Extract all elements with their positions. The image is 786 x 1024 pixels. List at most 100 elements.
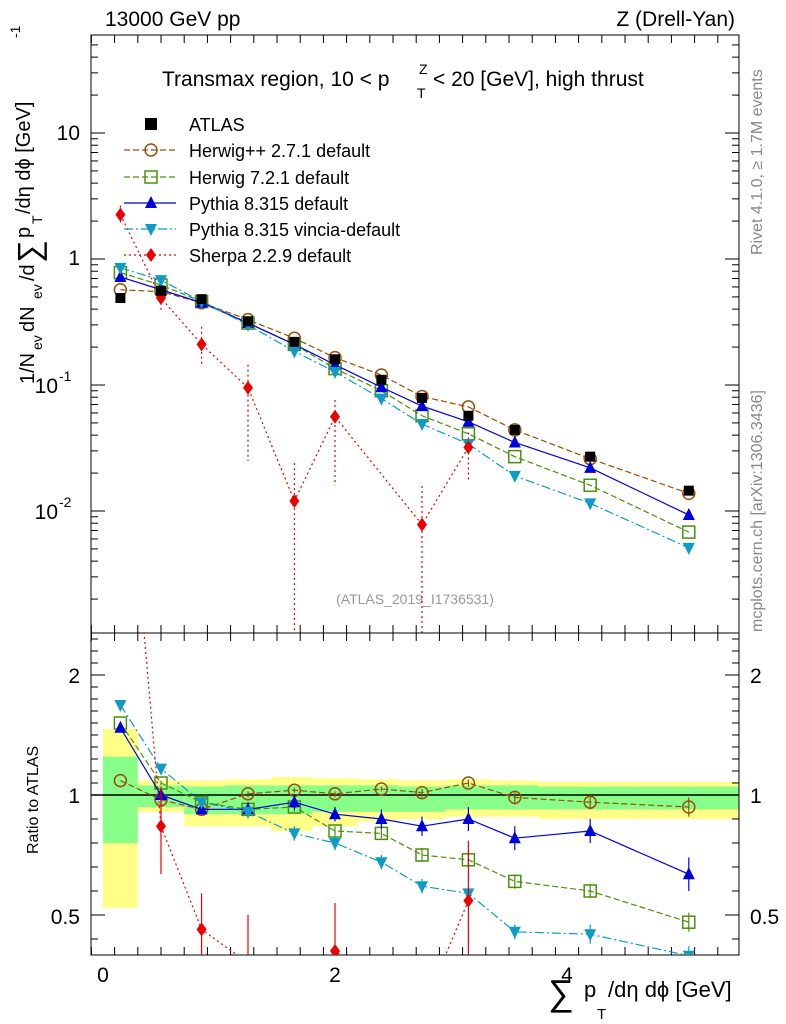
ratio-point [115,356,125,370]
ratio-point [329,807,341,820]
series-point [289,494,300,509]
ratio-point [415,848,429,862]
series-line-1 [120,272,690,533]
atlas-point [156,285,166,296]
ytick-label-1: 1 [68,247,80,270]
series-point [416,399,428,412]
plot-title: Transmax region, 10 < p Z T < 20 [GeV], … [162,61,644,101]
series-point [583,478,597,493]
ytick-label-10: 10 [57,122,80,145]
atlas-point [115,293,126,304]
ytick-label-1e-1: 10 [35,375,58,398]
series-line-3 [120,267,690,549]
ratio-point [461,776,476,790]
legend-label-3: Pythia 8.315 vincia-default [189,220,400,240]
xlabel: ∑ p T /dη dϕ [GeV] [548,972,732,1023]
ylabel-exp: -1 [7,25,23,38]
reference-series [115,285,694,496]
series-point [155,275,167,288]
series-point [243,380,253,395]
atlas-point [289,336,300,347]
ratio-line-1 [119,722,689,923]
ylabel-sub2: ev [29,284,45,299]
process-label: Z (Drell-Yan) [616,8,735,31]
ratio-line-2 [119,727,690,875]
band-inner-4 [271,785,312,815]
ratio-point [288,795,301,808]
ylabel-sum: ∑ [11,240,47,263]
ratio-ytick-right-1: 1 [750,785,762,808]
main-plot-area [90,34,740,634]
ratio-point [682,950,695,955]
ratio-point [416,819,428,832]
ratio-point [196,922,207,937]
atlas-point [376,374,387,385]
ratio-point [416,881,428,894]
title-start: Transmax region, 10 < p [162,68,389,91]
series-point [584,498,597,511]
atlas-point [196,294,207,305]
ratio-ytick-right-05: 0.5 [750,906,779,929]
series-point [508,449,522,464]
ratio-point [330,944,340,955]
ytick-exp-1e-1: -1 [59,368,72,384]
rivet-label: Rivet 4.1.0, ≥ 1.7M events [749,69,766,255]
series-point [682,542,695,555]
ratio-point [682,867,695,880]
band-inner-0 [103,756,138,843]
ratio-frame [90,632,740,956]
ylabel-part3: /d [17,264,39,281]
main-ytick-labels: 10 1 10 -1 10 -2 [35,122,80,524]
xtick-labels: 0 2 4 [97,964,573,987]
ratio-point [375,857,388,870]
ytick-label-1e-2: 10 [35,501,58,524]
series-point [462,414,475,427]
energy-label: 13000 GeV pp [105,8,240,31]
series-point [375,380,388,393]
xlabel-tail: /dη dϕ [GeV] [608,977,732,1002]
ratio-point [113,773,128,788]
main-ylabel: 1/N ev dN ev /d ∑ p T /dη dϕ [GeV] -1 [7,25,47,384]
ylabel-part2: dN [17,306,39,332]
ratio-ytick-1: 1 [68,785,80,808]
series-point [196,337,207,352]
series-point [115,207,126,222]
ratio-point [156,819,166,834]
atlas-point [683,485,694,496]
series-4 [115,205,474,633]
xlabel-psub: T [597,1006,606,1023]
ratio-point [289,1016,299,1024]
ratio-point [243,956,253,970]
ratio-point [328,787,342,801]
xlabel-sum: ∑ [548,972,574,1013]
title-subscript: T [417,85,426,101]
mcplots-label: mcplots.cern.ch [arXiv:1306.3436] [749,390,766,632]
atlas-point [585,451,596,462]
series-point [114,269,127,282]
band-inner-11 [636,786,739,810]
ratio-point [114,720,127,733]
ratio-ytick-05: 0.5 [51,906,80,929]
series-point [508,470,521,483]
title-end: < 20 [GeV], high thrust [433,68,644,91]
ratio-series-4 [115,356,474,1024]
atlas-point [463,410,474,421]
ratio-point [329,838,341,850]
atlas-point [509,424,520,435]
ylabel-sub1: ev [29,335,45,350]
series-point [417,517,427,532]
ylabel-end: /dη dϕ [GeV] [13,102,35,214]
legend-label-0: Herwig++ 2.7.1 default [189,141,370,161]
ratio-point [241,787,255,801]
atlas-point [417,392,427,403]
legend-label-1: Herwig 7.2.1 default [189,168,349,188]
series-line-2 [120,276,690,516]
series-point [682,507,695,520]
ratio-point [242,806,254,819]
ylabel-p: p [13,227,35,238]
atlas-point [330,354,340,365]
ratio-point [155,763,167,776]
ratio-point [288,828,301,841]
ratio-point [374,782,389,796]
